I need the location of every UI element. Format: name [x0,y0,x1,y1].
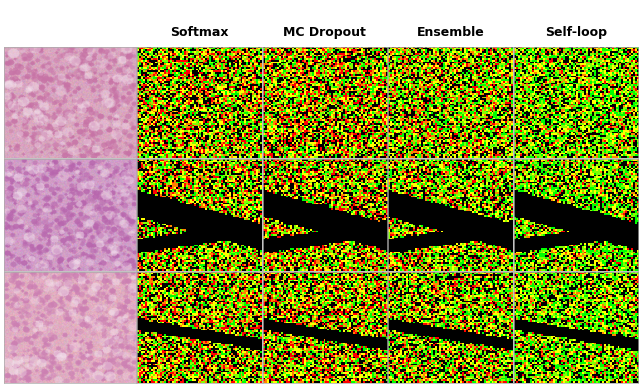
Text: Softmax: Softmax [170,25,228,39]
Text: Ensemble: Ensemble [417,25,484,39]
Text: Self-loop: Self-loop [545,25,607,39]
Text: MC Dropout: MC Dropout [284,25,366,39]
